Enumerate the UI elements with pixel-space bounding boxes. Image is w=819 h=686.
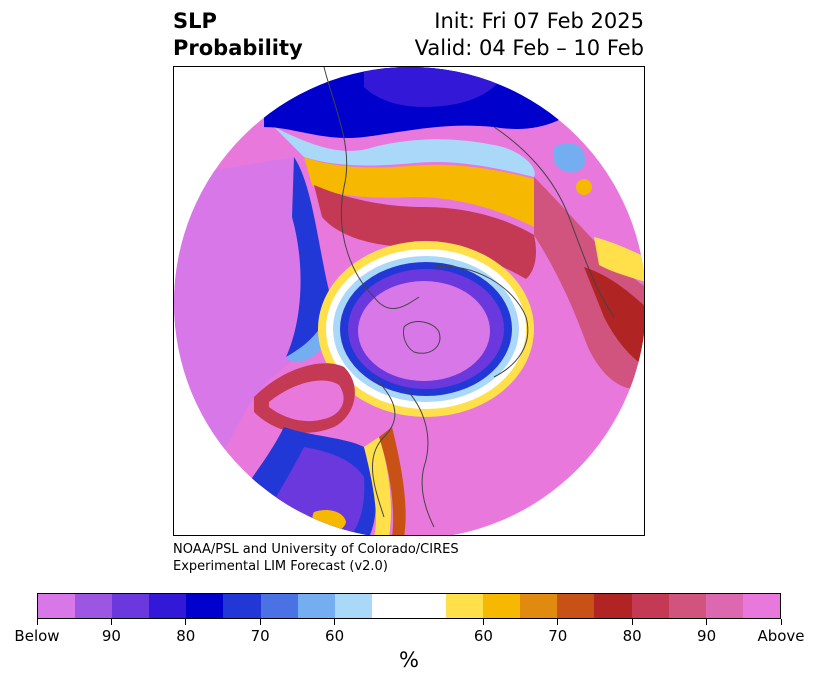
colorbar-tick bbox=[631, 619, 633, 625]
colorbar-tick-label: 80 bbox=[176, 627, 196, 645]
colorbar-tick bbox=[706, 619, 708, 625]
colorbar-segment bbox=[557, 594, 595, 618]
colorbar-segment bbox=[483, 594, 521, 618]
colorbar-segment bbox=[742, 594, 780, 618]
probability-field bbox=[174, 67, 644, 535]
colorbar-tick bbox=[36, 619, 38, 625]
colorbar-tick bbox=[482, 619, 484, 625]
colorbar-segment bbox=[446, 594, 484, 618]
polar-map bbox=[174, 67, 644, 535]
colorbar-tick-label: 90 bbox=[101, 627, 121, 645]
colorbar-segment bbox=[149, 594, 187, 618]
colorbar-tick bbox=[334, 619, 336, 625]
map-panel bbox=[173, 66, 645, 536]
colorbar-segment bbox=[334, 594, 372, 618]
colorbar-segment bbox=[668, 594, 706, 618]
colorbar-tick-label: 90 bbox=[697, 627, 717, 645]
title-product: Probability bbox=[173, 36, 303, 60]
colorbar-segment bbox=[371, 594, 447, 618]
colorbar-segment bbox=[186, 594, 224, 618]
colorbar-segment bbox=[705, 594, 743, 618]
credit-text: NOAA/PSL and University of Colorado/CIRE… bbox=[173, 541, 459, 575]
colorbar-tick bbox=[185, 619, 187, 625]
colorbar-units: % bbox=[399, 648, 419, 672]
colorbar-tick-label: Above bbox=[757, 627, 805, 645]
colorbar-tick bbox=[557, 619, 559, 625]
colorbar-tick-label: 70 bbox=[250, 627, 270, 645]
coastlines bbox=[323, 67, 615, 528]
colorbar-tick-label: 60 bbox=[473, 627, 493, 645]
valid-range: Valid: 04 Feb – 10 Feb bbox=[414, 36, 644, 60]
title-block-right: Init: Fri 07 Feb 2025 Valid: 04 Feb – 10… bbox=[415, 8, 644, 62]
init-date: Init: Fri 07 Feb 2025 bbox=[434, 9, 644, 33]
colorbar-segment bbox=[260, 594, 298, 618]
colorbar bbox=[37, 593, 781, 619]
colorbar-segment bbox=[594, 594, 632, 618]
colorbar-tick-label: Below bbox=[14, 627, 60, 645]
colorbar-segment bbox=[223, 594, 261, 618]
colorbar-tick-label: 70 bbox=[548, 627, 568, 645]
colorbar-tick bbox=[780, 619, 782, 625]
colorbar-tick bbox=[259, 619, 261, 625]
credit-line-1: NOAA/PSL and University of Colorado/CIRE… bbox=[173, 542, 459, 557]
title-variable: SLP bbox=[173, 9, 217, 33]
colorbar-segment bbox=[38, 594, 76, 618]
colorbar-segment bbox=[520, 594, 558, 618]
colorbar-tick-label: 80 bbox=[622, 627, 642, 645]
colorbar-tick bbox=[110, 619, 112, 625]
colorbar-segment bbox=[631, 594, 669, 618]
colorbar-segment bbox=[75, 594, 113, 618]
credit-line-2: Experimental LIM Forecast (v2.0) bbox=[173, 559, 388, 574]
colorbar-tick-label: 60 bbox=[325, 627, 345, 645]
colorbar-segment bbox=[112, 594, 150, 618]
colorbar-segment bbox=[297, 594, 335, 618]
title-block-left: SLP Probability bbox=[173, 8, 303, 62]
